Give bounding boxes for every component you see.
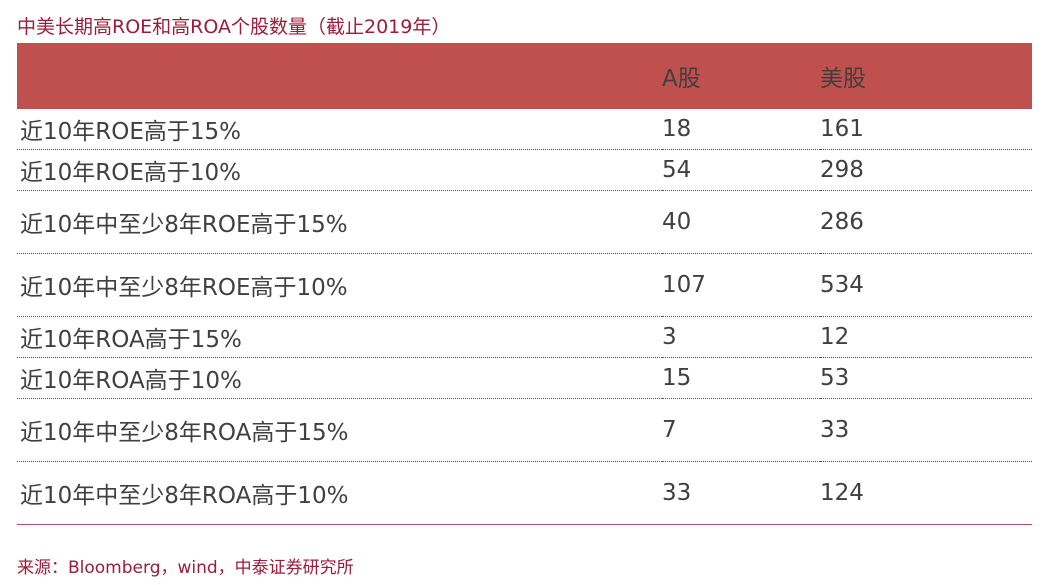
table-row: 近10年ROE高于15% 18 161 xyxy=(17,109,1032,150)
table-title: 中美长期高ROE和高ROA个股数量（截止2019年） xyxy=(17,16,451,38)
a-share-value: 15 xyxy=(662,357,820,399)
a-share-value: 18 xyxy=(662,109,820,150)
us-share-value: 124 xyxy=(820,461,1032,525)
a-share-value: 54 xyxy=(662,149,820,191)
data-table: A股 美股 近10年ROE高于15% 18 161 近10年ROE高于10% 5… xyxy=(17,43,1032,525)
us-share-value: 298 xyxy=(820,149,1032,191)
header-label-cell xyxy=(17,43,662,109)
header-a-share: A股 xyxy=(662,66,701,92)
us-share-value: 33 xyxy=(820,398,1032,462)
table-row: 近10年ROE高于10% 54 298 xyxy=(17,149,1032,191)
row-label: 近10年中至少8年ROA高于10% xyxy=(17,461,662,525)
header-row: A股 美股 xyxy=(17,43,1032,109)
a-share-value: 7 xyxy=(662,398,820,462)
a-share-value: 3 xyxy=(662,316,820,358)
table-row: 近10年ROA高于10% 15 53 xyxy=(17,357,1032,399)
row-label: 近10年ROA高于15% xyxy=(17,316,662,358)
a-share-value: 107 xyxy=(662,253,820,317)
a-share-value: 40 xyxy=(662,190,820,254)
header-us-share: 美股 xyxy=(820,66,866,92)
us-share-value: 53 xyxy=(820,357,1032,399)
row-label: 近10年中至少8年ROE高于10% xyxy=(17,253,662,317)
source-note: 来源：Bloomberg，wind，中泰证券研究所 xyxy=(17,558,354,578)
data-table-container: A股 美股 近10年ROE高于15% 18 161 近10年ROE高于10% 5… xyxy=(17,43,1032,525)
row-label: 近10年ROE高于15% xyxy=(17,109,662,150)
row-label: 近10年ROA高于10% xyxy=(17,357,662,399)
us-share-value: 286 xyxy=(820,190,1032,254)
table-row: 近10年ROA高于15% 3 12 xyxy=(17,316,1032,358)
table-row: 近10年中至少8年ROE高于15% 40 286 xyxy=(17,190,1032,254)
table-row: 近10年中至少8年ROA高于10% 33 124 xyxy=(17,461,1032,525)
a-share-value: 33 xyxy=(662,461,820,525)
table-body: 近10年ROE高于15% 18 161 近10年ROE高于10% 54 298 … xyxy=(17,109,1032,525)
us-share-value: 534 xyxy=(820,253,1032,317)
us-share-value: 161 xyxy=(820,109,1032,150)
row-label: 近10年中至少8年ROE高于15% xyxy=(17,190,662,254)
us-share-value: 12 xyxy=(820,316,1032,358)
table-header: A股 美股 xyxy=(17,43,1032,109)
table-row: 近10年中至少8年ROA高于15% 7 33 xyxy=(17,398,1032,462)
row-label: 近10年中至少8年ROA高于15% xyxy=(17,398,662,462)
row-label: 近10年ROE高于10% xyxy=(17,149,662,191)
table-row: 近10年中至少8年ROE高于10% 107 534 xyxy=(17,253,1032,317)
